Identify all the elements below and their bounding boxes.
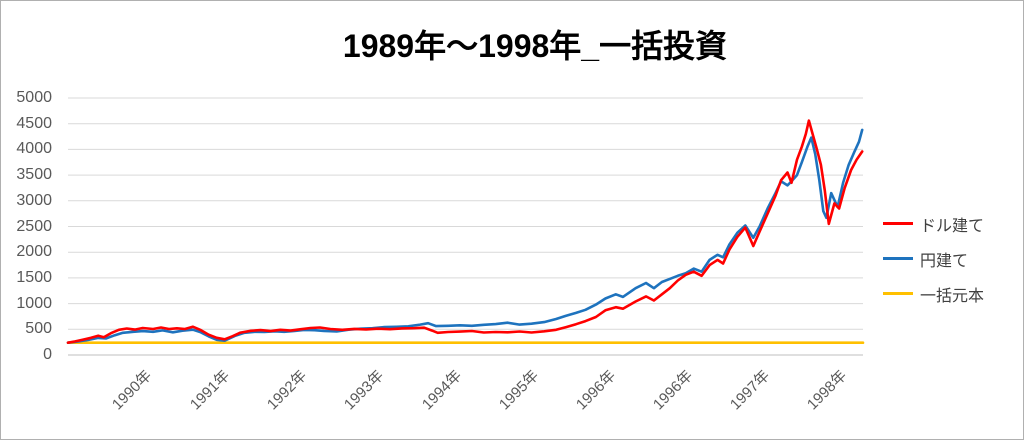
legend-label: 一括元本 (920, 287, 985, 305)
legend: ドル建て円建て一括元本 (883, 206, 984, 311)
x-tick-label: 1994年 (418, 367, 466, 414)
chart-title: 1989年～1998年_一括投資 (342, 28, 728, 64)
plot-area (66, 97, 865, 356)
legend-item: 円建て (883, 241, 984, 276)
y-tick-label: 0 (43, 346, 52, 363)
x-tick-label: 1998年 (803, 367, 851, 414)
series-line-ドル建て (66, 119, 864, 344)
x-tick-label: 1995年 (495, 367, 543, 414)
x-tick-label: 1993年 (340, 367, 388, 414)
legend-line-swatch (883, 292, 913, 295)
x-tick-label: 1996年 (572, 367, 620, 414)
legend-item: ドル建て (883, 206, 984, 241)
legend-label: ドル建て (920, 217, 985, 235)
x-tick-label: 1991年 (186, 367, 234, 414)
y-tick-label: 3500 (16, 166, 52, 183)
y-tick-label: 2000 (16, 243, 52, 260)
x-tick-label: 1992年 (263, 367, 311, 414)
x-tick-label: 1997年 (726, 367, 774, 414)
y-tick-label: 4000 (16, 140, 52, 157)
x-tick-label: 1996年 (649, 367, 697, 414)
legend-line-swatch (883, 257, 913, 260)
legend-item: 一括元本 (883, 276, 984, 311)
y-tick-label: 2500 (16, 218, 52, 235)
y-tick-label: 1000 (16, 295, 52, 312)
y-tick-label: 5000 (16, 89, 52, 106)
x-tick-label: 1990年 (108, 367, 156, 414)
y-tick-label: 500 (25, 320, 52, 337)
y-tick-label: 1500 (16, 269, 52, 286)
series-line-円建て (66, 128, 864, 344)
legend-line-swatch (883, 222, 913, 225)
legend-label: 円建て (920, 252, 969, 270)
y-tick-label: 3000 (16, 192, 52, 209)
y-tick-label: 4500 (16, 115, 52, 132)
